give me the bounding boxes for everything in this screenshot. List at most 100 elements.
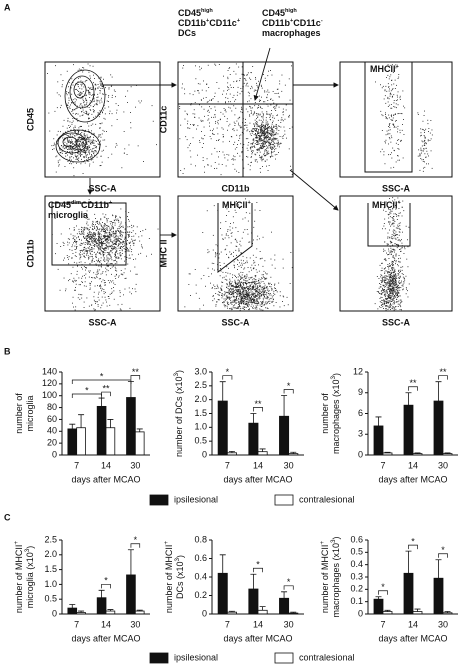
event-dot [227,235,229,237]
event-dot [83,67,85,69]
event-dot [79,137,81,138]
event-dot [235,245,237,247]
event-dot [394,269,396,271]
event-dot [72,82,74,83]
event-dot [395,213,396,215]
event-dot [380,290,382,292]
event-dot [118,240,120,241]
event-dot [78,91,79,92]
event-dot [393,308,395,310]
event-dot [420,158,422,159]
event-dot [261,85,262,87]
event-dot [198,92,200,94]
event-dot [247,111,249,113]
event-dot [77,265,78,267]
event-dot [259,251,261,252]
event-dot [227,307,228,309]
event-dot [77,120,79,122]
event-dot [256,149,258,150]
event-dot [221,297,223,299]
event-dot [255,281,256,283]
event-dot [227,78,229,80]
event-dot [266,294,268,296]
event-dot [247,144,249,146]
event-dot [226,291,228,293]
event-dot [73,229,75,231]
event-dot [389,295,391,297]
event-dot [392,147,394,149]
event-dot [246,301,248,303]
event-dot [111,231,113,233]
event-dot [91,260,93,261]
event-dot [262,297,264,299]
event-dot [107,235,109,237]
event-dot [240,111,242,113]
event-dot [112,248,114,250]
event-dot [202,160,204,161]
event-dot [111,259,113,261]
event-dot [107,240,109,242]
event-dot [397,131,398,133]
event-dot [284,133,286,135]
event-dot [268,131,270,133]
event-dot [260,288,262,290]
event-dot [106,242,108,244]
event-dot [81,139,83,141]
event-dot [376,276,378,277]
event-dot [234,286,236,288]
event-dot [382,280,384,282]
event-dot [383,304,385,306]
event-dot [82,139,84,141]
event-dot [242,159,243,161]
event-dot [259,136,260,137]
event-dot [90,201,92,202]
event-dot [237,286,239,288]
event-dot [393,271,395,273]
event-dot [247,305,248,307]
event-dot [117,240,119,242]
event-dot [214,106,216,108]
event-dot [384,89,386,91]
event-dot [225,248,227,250]
event-dot [84,135,86,136]
event-dot [274,283,276,285]
event-dot [256,127,258,129]
event-dot [95,151,97,153]
event-dot [67,241,68,243]
event-dot [225,296,227,298]
event-dot [380,280,382,281]
event-dot [259,106,261,108]
event-dot [390,277,392,278]
event-dot [226,121,228,122]
event-dot [99,127,101,128]
event-dot [269,146,271,148]
event-dot [245,280,247,282]
event-dot [389,266,391,267]
event-dot [236,170,237,172]
event-dot [101,244,102,246]
event-dot [120,273,122,275]
event-dot [74,154,76,156]
event-dot [115,219,117,221]
event-dot [110,245,112,247]
event-dot [393,126,395,128]
event-dot [273,134,275,136]
event-dot [390,273,392,275]
event-dot [265,154,267,156]
event-dot [250,110,252,111]
event-dot [258,140,260,142]
event-dot [67,120,68,122]
event-dot [251,145,253,147]
event-dot [90,251,92,252]
event-dot [78,136,80,138]
event-dot [115,254,116,256]
event-dot [258,298,260,300]
event-dot [128,257,130,259]
event-dot [72,302,73,304]
event-dot [85,285,87,287]
event-dot [102,111,103,113]
event-dot [106,226,108,228]
event-dot [127,263,129,265]
event-dot [383,250,384,252]
event-dot [203,143,204,144]
